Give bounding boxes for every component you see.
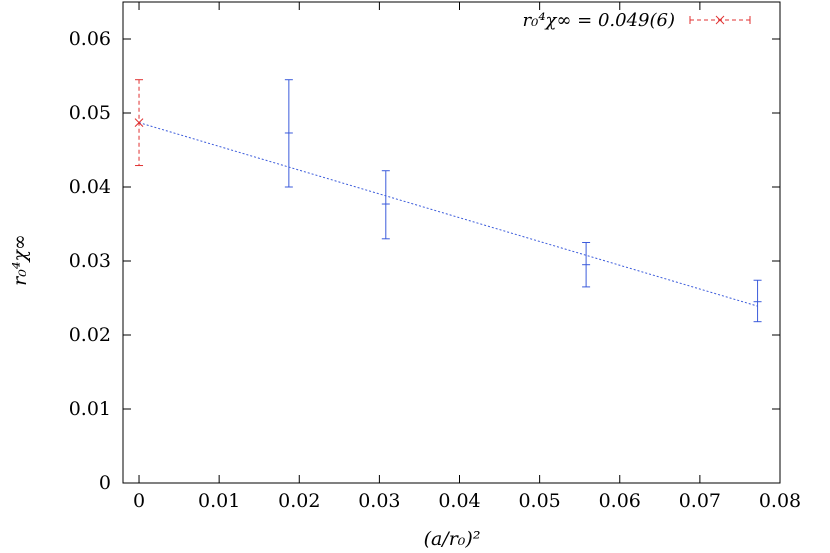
fit-line [138,122,758,307]
extrapolation-series [134,79,144,167]
x-axis: 0 0.01 0.02 0.03 0.04 0.05 0.06 0.07 0.08 [133,2,801,512]
y-axis-title: r₀⁴χ∞ [9,234,31,286]
data-point [134,79,144,167]
x-tick-label: 0.05 [518,490,560,512]
x-tick-label: 0 [133,490,145,512]
x-tick-label: 0.06 [599,490,641,512]
x-tick-label: 0.01 [198,490,240,512]
legend: r₀⁴χ∞ = 0.049(6) [523,10,751,31]
point-marker [134,118,144,127]
y-tick-label: 0 [99,472,111,494]
x-tick-label: 0.04 [438,490,480,512]
y-tick-label: 0.03 [69,250,111,272]
y-tick-label: 0.05 [69,102,111,124]
data-point [582,242,591,288]
x-tick-label: 0.03 [358,490,400,512]
y-tick-label: 0.06 [69,28,111,50]
y-tick-label: 0.01 [69,398,111,420]
plot-frame [122,1,781,484]
fit-line-series [138,122,758,307]
data-point [284,79,293,188]
x-tick-label: 0.08 [759,490,801,512]
x-axis-title: (a/r₀)² [424,528,481,550]
legend-sample-marker [715,15,725,25]
data-point [753,279,762,323]
data-point [381,170,390,240]
x-tick-label: 0.02 [278,490,320,512]
plot-border [122,1,781,484]
x-tick-label: 0.07 [679,490,721,512]
y-axis: 0 0.01 0.02 0.03 0.04 0.05 0.06 [69,28,780,494]
data-series [284,79,762,323]
y-tick-label: 0.02 [69,324,111,346]
y-tick-label: 0.04 [69,176,111,198]
legend-entry-label: r₀⁴χ∞ = 0.049(6) [523,10,676,31]
